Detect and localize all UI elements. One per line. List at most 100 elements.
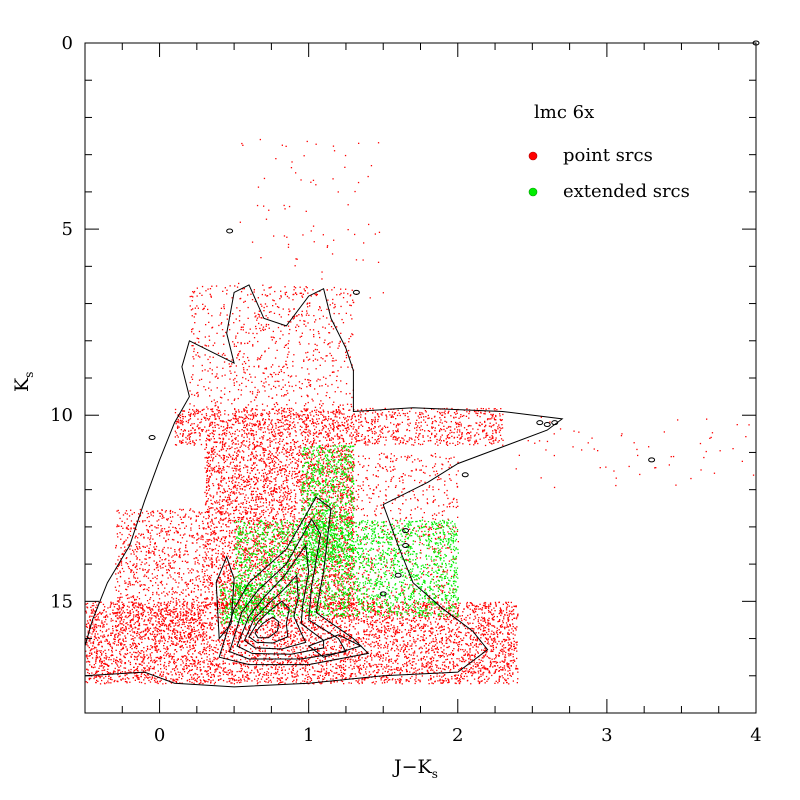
data-point bbox=[274, 623, 276, 625]
data-point bbox=[508, 633, 510, 635]
data-point bbox=[120, 658, 122, 661]
data-point bbox=[224, 605, 226, 607]
data-point bbox=[180, 626, 182, 629]
data-point bbox=[163, 616, 165, 619]
data-point bbox=[194, 636, 196, 638]
data-point bbox=[211, 617, 213, 619]
data-point bbox=[289, 659, 291, 661]
data-point bbox=[197, 676, 199, 678]
data-point bbox=[283, 652, 285, 654]
data-point bbox=[189, 645, 191, 647]
data-point bbox=[287, 643, 289, 645]
data-point bbox=[495, 604, 497, 606]
data-point bbox=[467, 679, 469, 682]
data-point bbox=[463, 637, 465, 639]
data-point bbox=[176, 638, 178, 640]
data-point bbox=[278, 624, 281, 626]
data-point bbox=[373, 646, 375, 648]
data-point bbox=[300, 638, 302, 640]
data-point bbox=[443, 628, 445, 631]
data-point bbox=[130, 668, 132, 671]
data-point bbox=[405, 610, 407, 612]
data-point bbox=[148, 670, 150, 672]
data-point bbox=[316, 628, 318, 630]
data-point bbox=[487, 623, 489, 625]
data-point bbox=[346, 601, 349, 603]
data-point bbox=[497, 682, 499, 684]
data-point bbox=[431, 665, 433, 668]
data-point bbox=[153, 667, 155, 669]
data-point bbox=[429, 657, 431, 660]
data-point bbox=[93, 638, 95, 641]
data-point bbox=[236, 659, 238, 661]
data-point bbox=[426, 604, 429, 607]
data-point bbox=[495, 655, 497, 657]
data-point bbox=[238, 624, 240, 626]
data-point bbox=[189, 663, 191, 665]
data-point bbox=[433, 612, 435, 615]
data-point bbox=[496, 616, 498, 618]
data-point bbox=[399, 622, 401, 624]
data-point bbox=[197, 663, 199, 665]
data-point bbox=[272, 676, 275, 679]
data-point bbox=[272, 636, 274, 639]
data-point bbox=[437, 624, 439, 626]
data-point bbox=[478, 617, 480, 619]
data-point bbox=[96, 670, 98, 672]
data-point bbox=[166, 628, 168, 630]
data-point bbox=[290, 625, 292, 627]
data-point bbox=[340, 624, 342, 626]
data-point bbox=[102, 651, 105, 653]
data-point bbox=[97, 633, 99, 635]
data-point bbox=[439, 641, 441, 643]
data-point bbox=[484, 601, 486, 604]
data-point bbox=[284, 632, 286, 634]
data-point bbox=[144, 667, 146, 669]
data-point bbox=[360, 667, 362, 669]
data-point bbox=[101, 669, 103, 672]
data-point bbox=[482, 633, 484, 636]
data-point bbox=[171, 668, 174, 670]
data-point bbox=[271, 623, 273, 625]
data-point bbox=[437, 648, 439, 651]
data-point bbox=[500, 631, 502, 633]
data-point bbox=[346, 643, 348, 645]
data-point bbox=[516, 616, 518, 618]
data-point bbox=[283, 625, 285, 627]
data-point bbox=[507, 631, 509, 634]
data-point bbox=[171, 674, 173, 676]
data-point bbox=[278, 662, 280, 665]
data-point bbox=[287, 609, 289, 611]
data-point bbox=[167, 652, 169, 654]
data-point bbox=[469, 669, 471, 671]
data-point bbox=[113, 670, 115, 672]
data-point bbox=[330, 603, 333, 605]
data-point bbox=[287, 619, 289, 621]
data-point bbox=[482, 672, 484, 674]
data-point bbox=[103, 616, 105, 618]
data-point bbox=[291, 669, 294, 671]
data-point bbox=[428, 667, 430, 669]
data-point bbox=[347, 653, 349, 655]
data-point bbox=[154, 659, 156, 661]
data-point bbox=[151, 667, 153, 670]
data-point bbox=[433, 651, 435, 654]
data-point bbox=[456, 607, 459, 610]
data-point bbox=[282, 649, 284, 651]
data-point bbox=[459, 660, 461, 662]
data-point bbox=[255, 603, 257, 606]
data-point bbox=[352, 625, 354, 628]
data-point bbox=[357, 637, 359, 639]
data-point bbox=[145, 634, 147, 636]
data-point bbox=[109, 606, 111, 608]
data-point bbox=[413, 630, 415, 632]
data-point bbox=[376, 628, 378, 631]
data-point bbox=[501, 660, 503, 662]
data-point bbox=[165, 613, 167, 615]
data-point bbox=[204, 633, 206, 635]
data-point bbox=[298, 655, 300, 657]
data-point bbox=[330, 603, 332, 606]
data-point bbox=[138, 652, 141, 654]
data-point bbox=[159, 674, 161, 677]
